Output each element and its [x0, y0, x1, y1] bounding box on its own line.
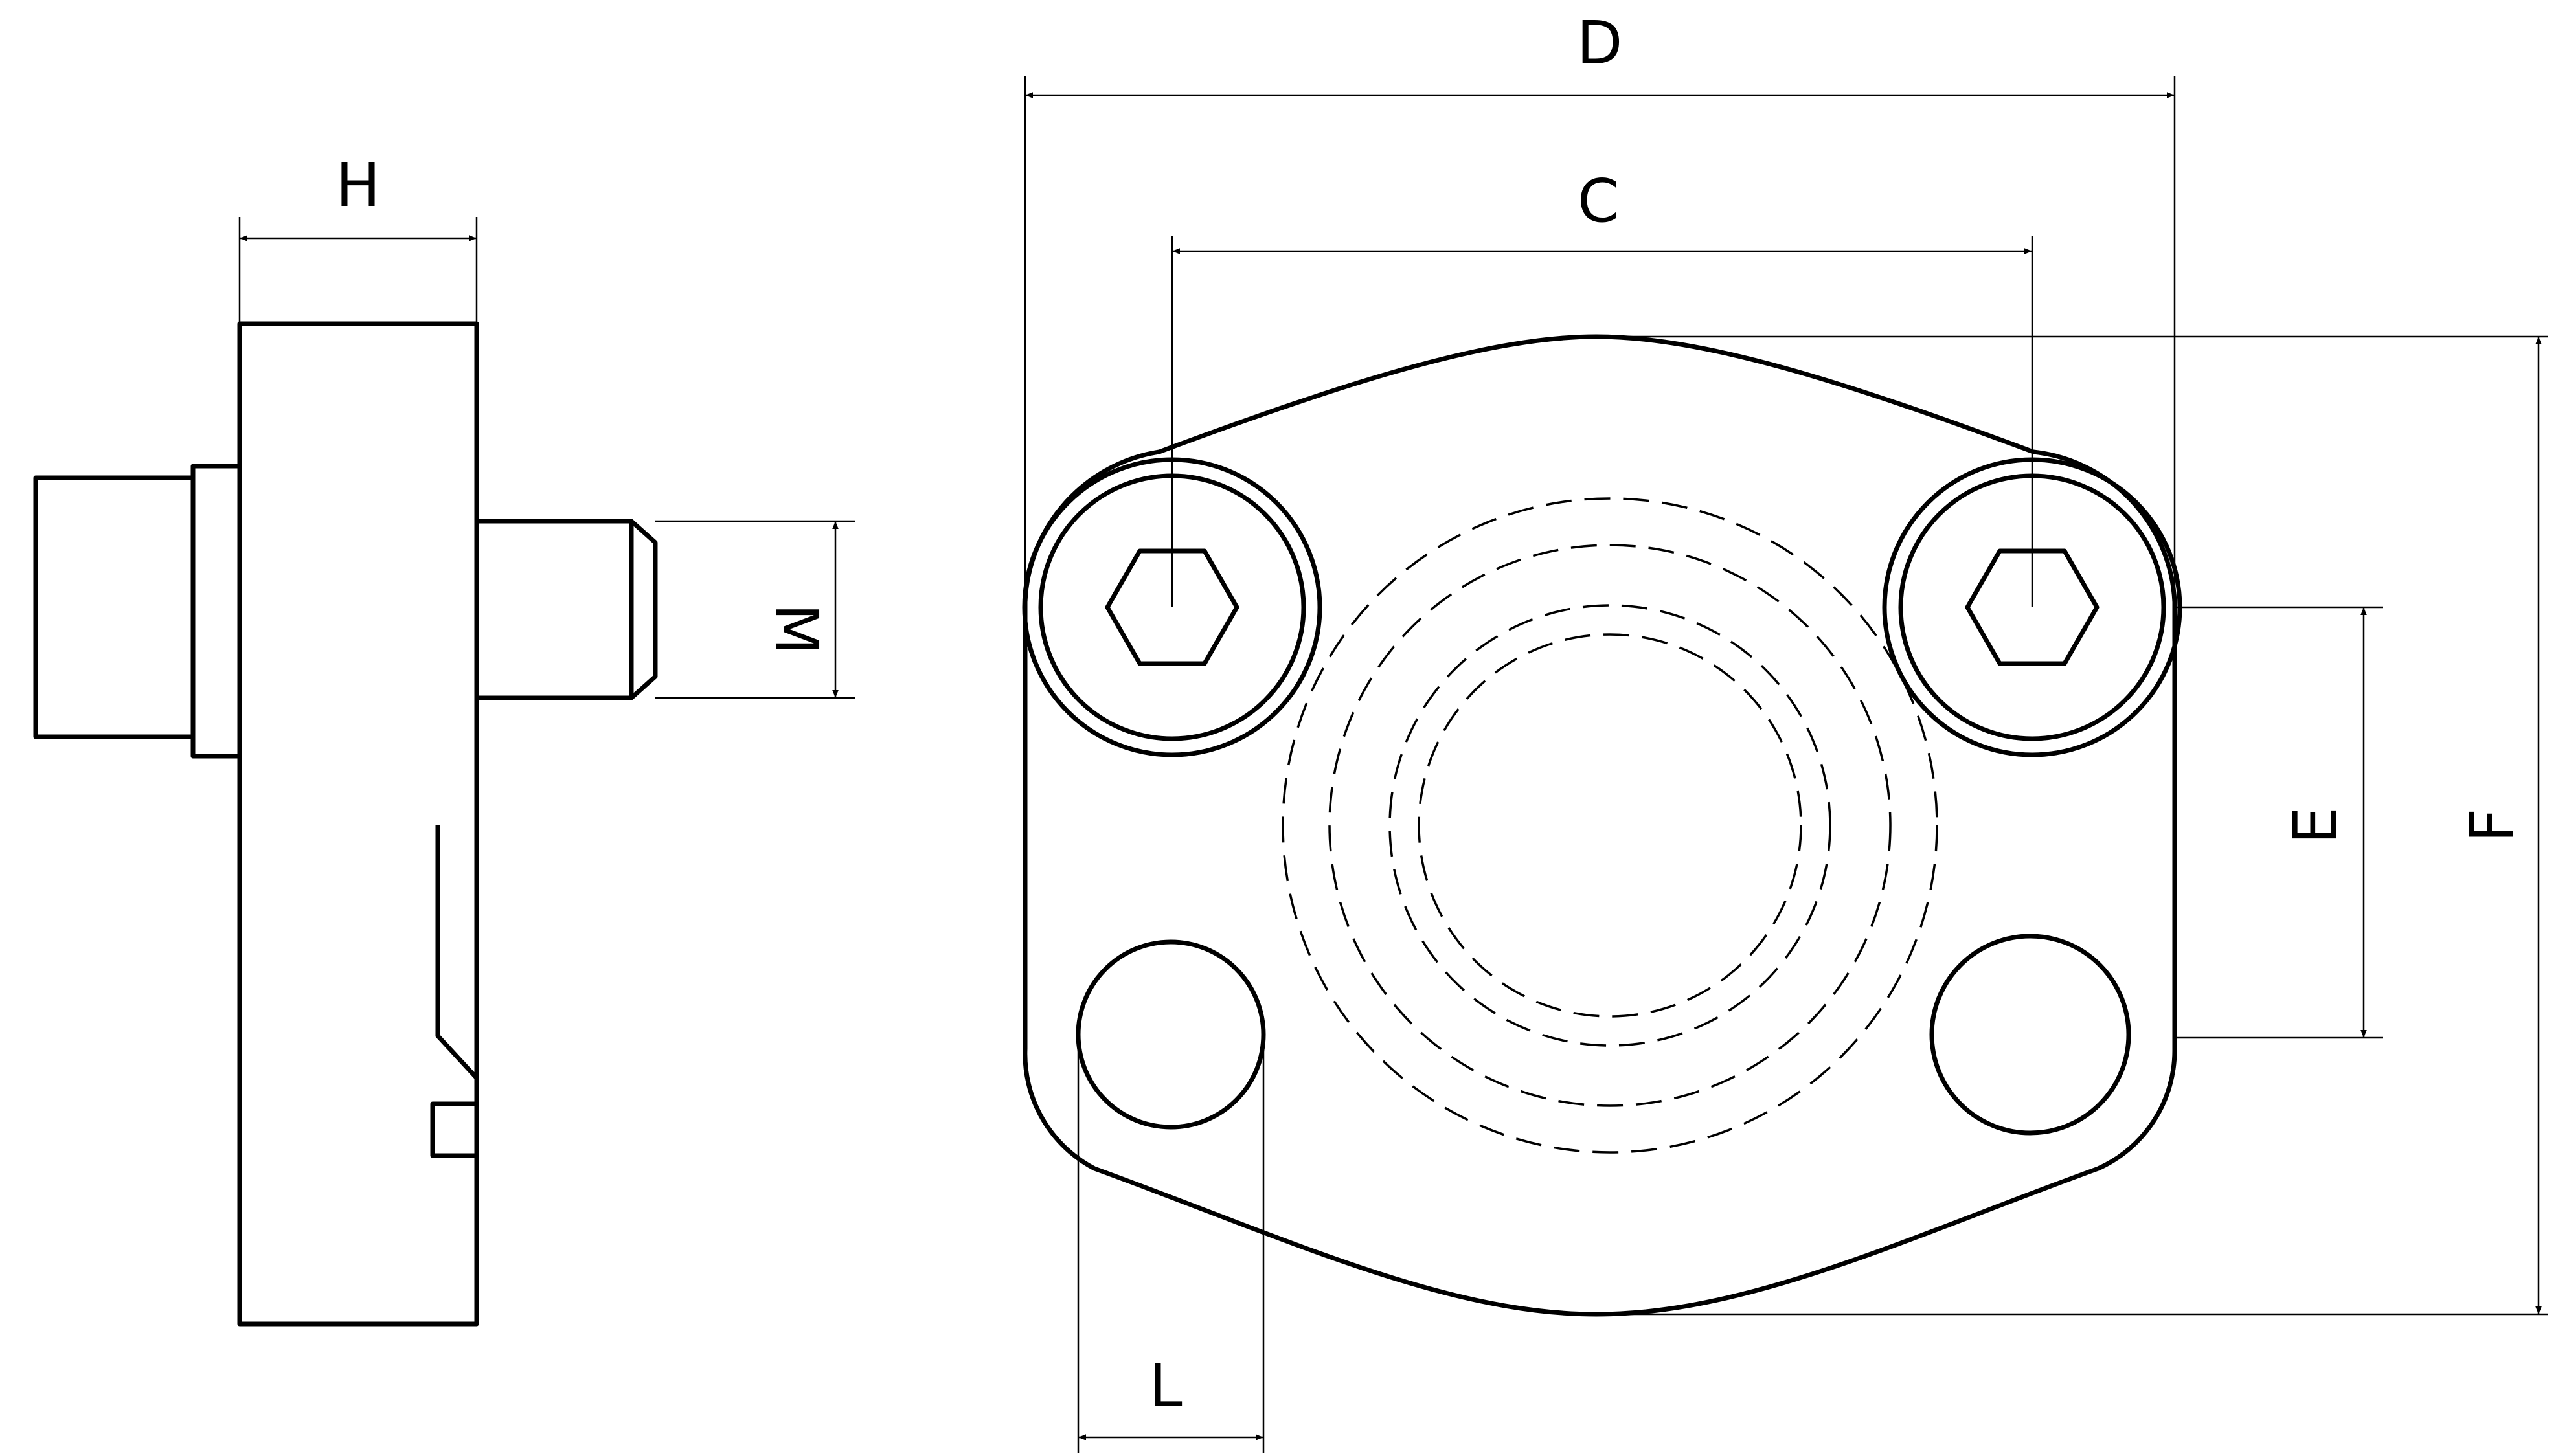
hidden-circle-3 — [1388, 604, 1831, 1047]
hex-socket-icon — [1105, 548, 1239, 666]
side-view: H M — [33, 151, 855, 1327]
left-spigot — [33, 475, 196, 739]
hidden-circle-inner — [1418, 633, 1802, 1018]
flange-plate-side — [237, 321, 479, 1327]
dim-label-c: C — [1578, 166, 1619, 236]
hidden-circle-outer — [1282, 497, 1938, 1154]
flange-outline — [1023, 334, 2177, 1317]
hex-socket-icon — [1965, 548, 2100, 666]
dim-label-m: M — [762, 603, 831, 655]
seal-groove — [435, 825, 479, 1080]
key-tab — [430, 1101, 479, 1158]
dim-label-h: H — [335, 151, 380, 220]
dim-label-d: D — [1577, 8, 1623, 78]
bolt-hole-bottom-left — [1076, 939, 1266, 1130]
hidden-circle-2 — [1328, 544, 1892, 1107]
bolt-stub — [477, 519, 658, 700]
dim-label-l: L — [1149, 1351, 1182, 1420]
dim-label-f: F — [2458, 809, 2527, 843]
dim-label-e: E — [2281, 807, 2350, 844]
front-view: D C E F L — [1022, 8, 2548, 1453]
left-shoulder — [190, 464, 242, 759]
bolt-hole-bottom-right — [1929, 934, 2131, 1136]
